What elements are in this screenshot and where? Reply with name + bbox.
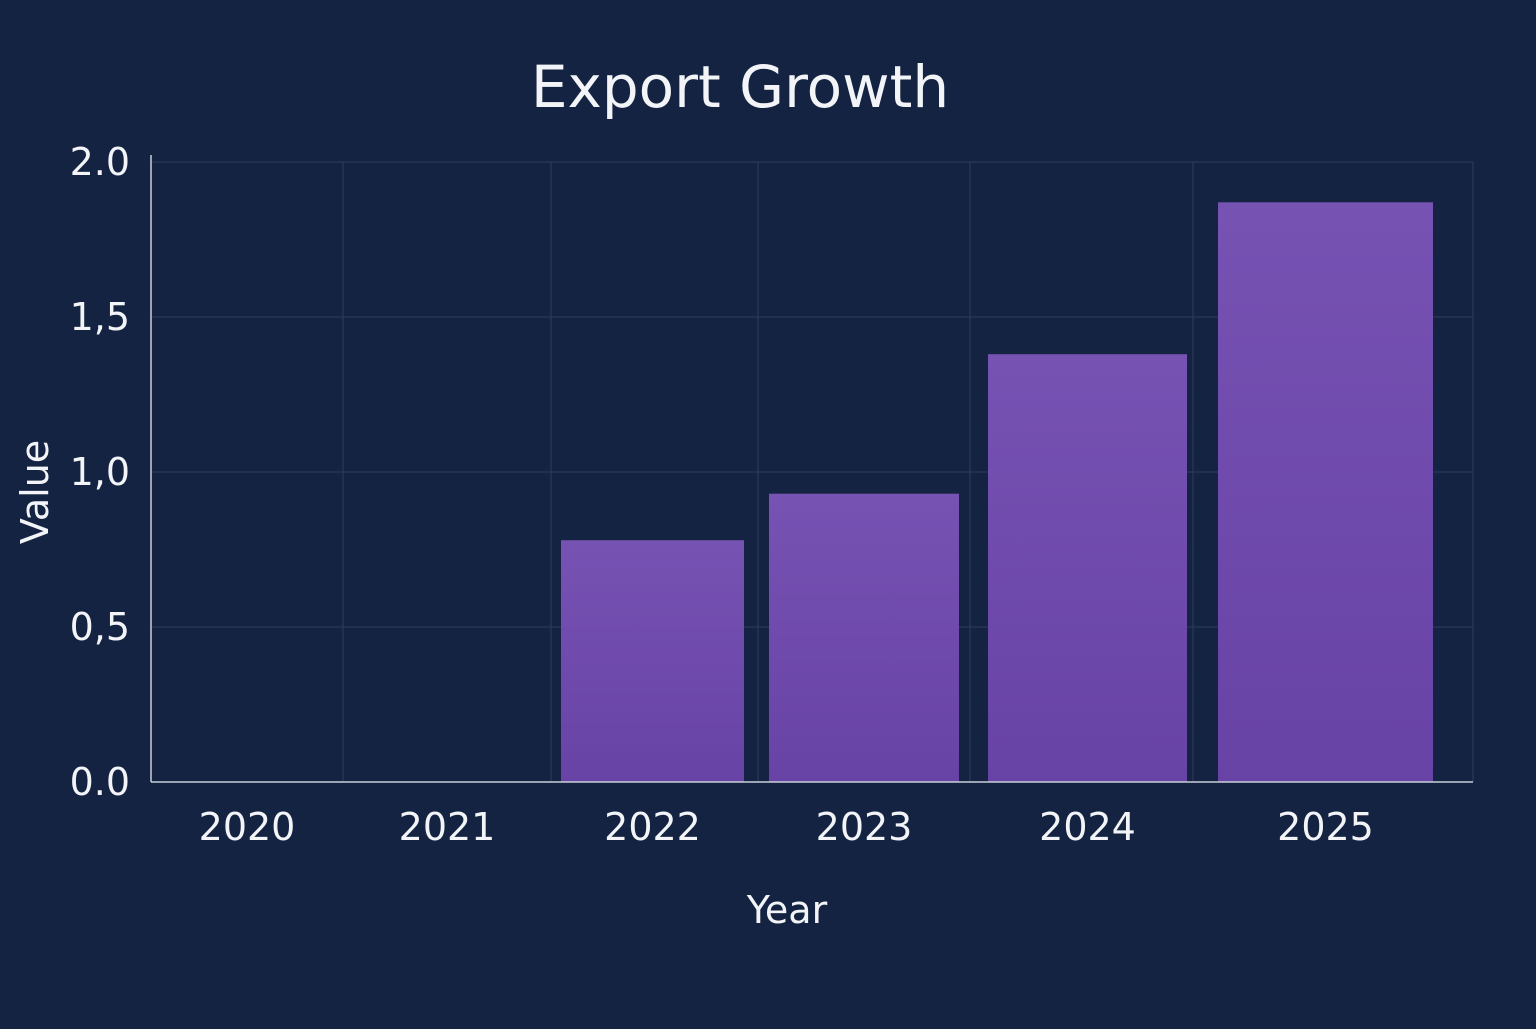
bar-2022 [561, 540, 744, 782]
chart-title: Export Growth [531, 53, 949, 121]
x-tick-label: 2022 [604, 805, 701, 849]
bar-layer [561, 202, 1433, 783]
x-tick-label: 2023 [816, 805, 913, 849]
text-layer: Export Growth Year Value 0.0 0,5 1,0 1,5 2.0… [13, 53, 1374, 932]
x-tick-label: 2025 [1277, 805, 1374, 849]
y-tick-label: 0,5 [70, 605, 130, 649]
x-tick-label: 2021 [399, 805, 496, 849]
axis-layer [150, 155, 1473, 783]
bar-2023 [769, 493, 959, 782]
y-axis-label: Value [13, 440, 57, 544]
y-tick-label: 2.0 [70, 140, 130, 184]
bar-2024 [988, 354, 1187, 782]
y-tick-label: 1,0 [70, 450, 130, 494]
y-tick-label: 0.0 [70, 760, 130, 804]
bar-2025 [1218, 202, 1433, 783]
y-tick-label: 1,5 [70, 295, 130, 339]
x-tick-label: 2024 [1039, 805, 1136, 849]
x-axis-label: Year [746, 888, 828, 932]
x-tick-label: 2020 [199, 805, 296, 849]
